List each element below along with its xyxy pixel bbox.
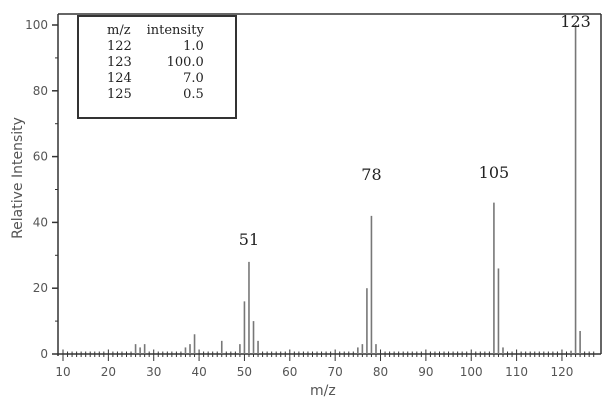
mz-cell: 122 <box>107 39 132 54</box>
table-header-intensity: intensity <box>146 23 204 38</box>
y-tick-label: 80 <box>33 84 48 98</box>
x-tick-label: 40 <box>191 365 206 379</box>
x-tick-label: 60 <box>282 365 297 379</box>
y-tick-label: 20 <box>33 281 48 295</box>
table-row: 125 0.5 <box>107 87 204 103</box>
y-axis-label: Relative Intensity <box>10 117 26 239</box>
x-tick-label: 90 <box>418 365 433 379</box>
y-tick-label: 100 <box>25 18 48 32</box>
peak-label: 105 <box>478 163 510 182</box>
y-tick-label: 40 <box>33 215 48 229</box>
peak-label: 78 <box>361 165 382 184</box>
x-tick-label: 120 <box>551 365 574 379</box>
table-row: 124 7.0 <box>107 71 204 87</box>
x-tick-label: 110 <box>505 365 528 379</box>
isotope-table: m/z intensity 122 1.0 123 100.0 124 7.0 125 0.5 <box>77 15 237 119</box>
intensity-cell: 7.0 <box>183 71 204 86</box>
intensity-cell: 1.0 <box>183 39 204 54</box>
x-tick-label: 30 <box>146 365 161 379</box>
x-axis-label: m/z <box>310 383 336 399</box>
table-header-mz: m/z <box>107 23 131 38</box>
peak-label: 51 <box>238 230 260 249</box>
y-tick-label: 60 <box>33 150 48 164</box>
y-tick-label: 0 <box>40 347 48 361</box>
intensity-cell: 0.5 <box>183 87 204 102</box>
x-tick-label: 50 <box>237 365 252 379</box>
x-tick-label: 100 <box>460 365 483 379</box>
mz-cell: 125 <box>107 87 132 102</box>
x-tick-label: 10 <box>55 365 70 379</box>
x-tick-label: 70 <box>328 365 343 379</box>
mz-cell: 124 <box>107 71 132 86</box>
intensity-cell: 100.0 <box>166 55 204 70</box>
x-tick-label: 20 <box>101 365 116 379</box>
table-row: 123 100.0 <box>107 55 204 71</box>
table-row: 122 1.0 <box>107 39 204 55</box>
peak-label: 123 <box>560 12 591 31</box>
x-tick-label: 80 <box>373 365 388 379</box>
mz-cell: 123 <box>107 55 132 70</box>
